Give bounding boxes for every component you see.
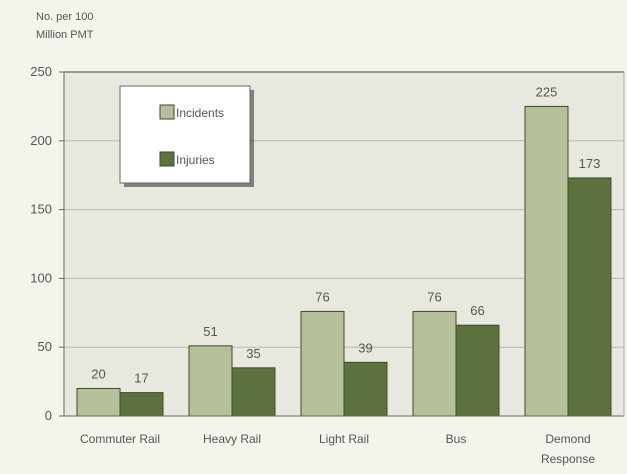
x-axis-label: Commuter Rail (80, 432, 160, 446)
y-tick-label: 50 (38, 339, 52, 354)
data-label: 39 (358, 340, 372, 355)
data-label: 76 (315, 289, 329, 304)
y-tick-label: 150 (30, 202, 52, 217)
bar-incidents (524, 105, 569, 417)
bar-incidents (188, 345, 233, 417)
bar-injuries (567, 177, 612, 417)
bar-incidents (76, 387, 121, 417)
bar-incidents (300, 310, 345, 417)
bar-injuries (231, 367, 276, 417)
bar-injuries (455, 324, 500, 417)
data-label: 76 (427, 289, 441, 304)
legend-box (119, 85, 251, 184)
data-label: 173 (579, 156, 601, 171)
data-labels: 20 17 51 35 76 39 76 66 225 173 (91, 84, 600, 385)
x-axis-label: Light Rail (319, 432, 369, 446)
x-axis-label: Demond (545, 432, 590, 446)
y-axis-ticks: 0 50 100 150 200 250 (30, 64, 64, 423)
bar-injuries (343, 361, 388, 417)
bar-incidents (412, 310, 457, 417)
data-label: 225 (536, 84, 558, 99)
y-axis-title-line: Million PMT (36, 29, 94, 41)
x-axis-label: Response (541, 452, 595, 466)
data-label: 17 (134, 371, 148, 386)
y-tick-label: 250 (30, 64, 52, 79)
y-axis-title: No. per 100 Million PMT (36, 11, 94, 41)
data-label: 20 (91, 366, 105, 381)
x-axis-label: Heavy Rail (203, 432, 261, 446)
legend-label-injuries: Injuries (176, 153, 215, 167)
data-label: 66 (470, 303, 484, 318)
axes (63, 72, 625, 417)
x-axis-label: Bus (446, 432, 467, 446)
legend-label-incidents: Incidents (176, 106, 224, 120)
bar-injuries (119, 392, 164, 417)
y-tick-label: 200 (30, 133, 52, 148)
data-label: 35 (246, 346, 260, 361)
legend-swatch-injuries (159, 151, 175, 167)
bars (76, 105, 612, 417)
y-tick-label: 100 (30, 270, 52, 285)
legend-swatch-incidents (159, 104, 175, 120)
y-axis-title-line: No. per 100 (36, 11, 93, 23)
x-axis-labels: Commuter Rail Heavy Rail Light Rail Bus Demo… (80, 432, 595, 466)
legend: Incidents Injuries (119, 85, 254, 187)
y-tick-label: 0 (45, 408, 52, 423)
data-label: 51 (203, 324, 217, 339)
